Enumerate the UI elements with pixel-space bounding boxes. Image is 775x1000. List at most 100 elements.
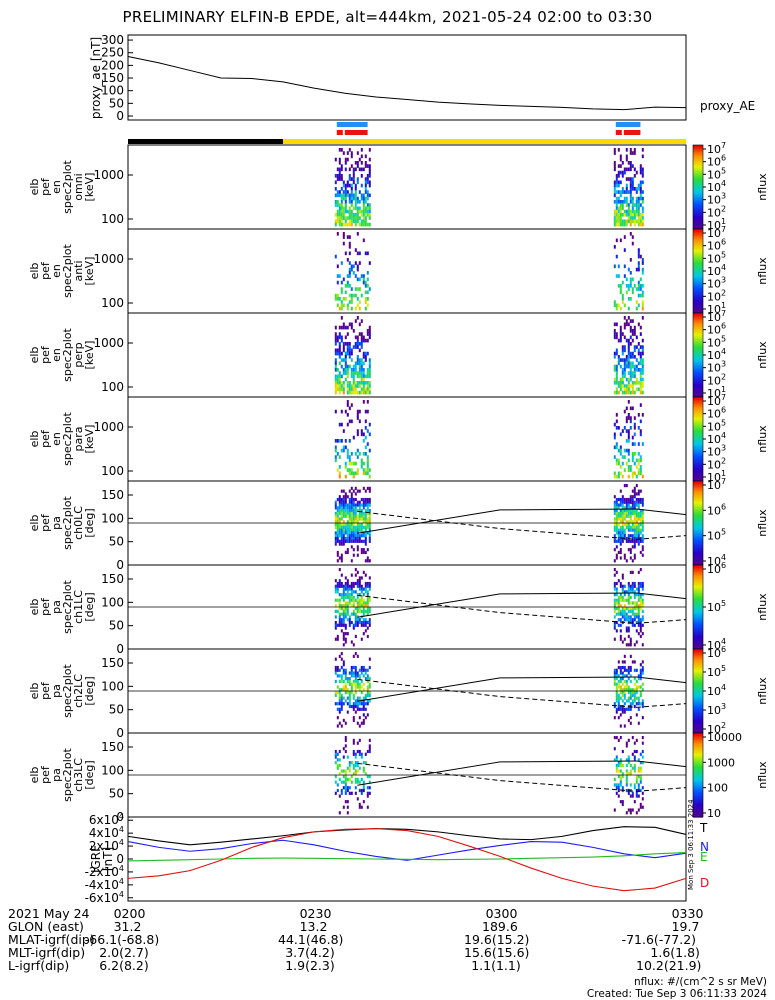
spectrogram-pixel bbox=[342, 685, 345, 689]
colorbar-tick-label: 106 bbox=[707, 561, 726, 576]
spectrogram-pixel bbox=[340, 607, 343, 611]
colorbar-cell bbox=[693, 558, 703, 560]
spectrogram-pixel bbox=[617, 461, 620, 466]
spectrogram-pixel bbox=[621, 660, 624, 664]
spectrogram-pixel bbox=[627, 345, 630, 349]
spectrogram-pixel bbox=[621, 384, 624, 388]
spectrogram-pixel bbox=[637, 471, 640, 476]
colorbar-cell bbox=[693, 587, 703, 590]
panel-ylabel-line: [deg] bbox=[83, 508, 96, 537]
spectrogram-pixel bbox=[352, 531, 355, 535]
colorbar-cell bbox=[693, 814, 703, 817]
spectrogram-pixel bbox=[344, 738, 347, 742]
spectrogram-pixel bbox=[621, 539, 624, 543]
spectrogram-pixel bbox=[364, 761, 367, 765]
colorbar-cell bbox=[693, 224, 703, 227]
spectrogram-pixel bbox=[356, 448, 359, 453]
spectrogram-pixel bbox=[358, 674, 361, 678]
spectrogram-pixel bbox=[362, 203, 365, 207]
spectrogram-pixel bbox=[637, 769, 640, 773]
spectrogram-pixel bbox=[336, 531, 339, 535]
spectrogram-pixel bbox=[342, 663, 345, 667]
spectrogram-pixel bbox=[615, 458, 618, 463]
spectrogram-pixel bbox=[340, 489, 343, 493]
colorbar-cell bbox=[693, 362, 703, 364]
spectrogram-pixel bbox=[631, 319, 634, 323]
spectrogram-pixel bbox=[340, 290, 343, 295]
spectrogram-pixel bbox=[352, 612, 355, 616]
spectrogram-pixel bbox=[613, 607, 616, 611]
spectrogram-pixel bbox=[350, 322, 353, 327]
spectrogram-pixel bbox=[358, 598, 361, 602]
colorbar-tick-label: 101 bbox=[707, 217, 726, 232]
spectrogram-pixel bbox=[352, 738, 355, 742]
spectrogram-pixel bbox=[635, 528, 638, 532]
igrf-ytick-label: 2x104 bbox=[89, 838, 124, 853]
spectrogram-pixel bbox=[366, 251, 369, 256]
spectrogram-pixel bbox=[623, 196, 626, 201]
spectrogram-pixel bbox=[354, 682, 357, 686]
spectrogram-pixel bbox=[366, 749, 369, 754]
colorbar-cell bbox=[693, 461, 703, 464]
spectrogram-pixel bbox=[364, 300, 367, 304]
spectrogram-pixel bbox=[336, 668, 339, 672]
spectrogram-pixel bbox=[344, 358, 347, 362]
panel-ylabel-line: para bbox=[72, 427, 85, 452]
spectrogram-pixel bbox=[354, 534, 357, 538]
spectrogram-pixel bbox=[366, 329, 369, 333]
colorbar-tick-label: 1000 bbox=[707, 756, 735, 769]
spectrogram-pixel bbox=[358, 206, 361, 211]
spectrogram-pixel bbox=[354, 335, 357, 340]
spectrogram-pixel bbox=[625, 364, 628, 369]
colorbar-cell bbox=[693, 233, 703, 236]
spectrogram-pixel bbox=[615, 332, 618, 336]
spectrogram-pixel bbox=[360, 219, 363, 224]
spectrogram-pixel bbox=[352, 553, 355, 557]
spectrogram-pixel bbox=[615, 306, 618, 311]
spectrogram-pixel bbox=[338, 707, 341, 711]
spectrogram-pixel bbox=[338, 531, 341, 535]
spectrogram-pixel bbox=[360, 665, 363, 670]
spectrogram-pixel bbox=[340, 497, 343, 502]
spectrogram-pixel bbox=[348, 355, 351, 359]
spectrogram-pixel bbox=[360, 598, 363, 602]
spectrogram-pixel bbox=[362, 200, 365, 204]
spectrogram-pixel bbox=[344, 290, 347, 295]
spectrogram-pixel bbox=[633, 368, 636, 372]
spectrogram-pixel bbox=[623, 274, 626, 278]
spectrogram-pixel bbox=[631, 442, 634, 446]
spectrogram-pixel bbox=[615, 668, 618, 672]
spectrogram-pixel bbox=[334, 755, 337, 759]
spectrogram-pixel bbox=[338, 439, 341, 443]
spectrogram-pixel bbox=[356, 371, 359, 375]
spectrogram-pixel bbox=[346, 514, 349, 518]
spectrogram-pixel bbox=[615, 413, 618, 417]
colorbar-cell bbox=[693, 688, 703, 691]
spectrogram-pixel bbox=[346, 581, 349, 586]
colorbar-cell bbox=[693, 222, 703, 224]
colorbar-cell bbox=[693, 318, 703, 321]
spectrogram-pixel bbox=[338, 777, 341, 781]
spectrogram-pixel bbox=[338, 190, 341, 194]
spectrogram-pixel bbox=[613, 390, 616, 395]
spectrogram-pixel bbox=[637, 361, 640, 366]
spectrogram-pixel bbox=[629, 506, 632, 510]
spectrogram-pixel bbox=[346, 539, 349, 543]
colorbar-cell bbox=[693, 408, 703, 411]
spectrogram-pixel bbox=[631, 534, 634, 538]
spectrogram-pixel bbox=[350, 531, 353, 535]
spectrogram-pixel bbox=[621, 497, 624, 502]
spectrogram-pixel bbox=[358, 802, 361, 807]
spectrogram-pixel bbox=[364, 550, 367, 555]
spectrogram-pixel bbox=[619, 222, 622, 227]
spectrogram-pixel bbox=[617, 338, 620, 343]
spectrogram-pixel bbox=[336, 274, 339, 278]
spectrogram-pixel bbox=[342, 747, 345, 751]
spectrogram-pixel bbox=[346, 548, 349, 552]
spectrogram-pixel bbox=[334, 361, 337, 366]
spectrogram-pixel bbox=[631, 384, 634, 388]
spectrogram-pixel bbox=[348, 461, 351, 466]
spectrogram-pixel bbox=[641, 584, 644, 588]
colorbar-cell bbox=[693, 503, 703, 506]
spectrogram-pixel bbox=[354, 486, 357, 490]
